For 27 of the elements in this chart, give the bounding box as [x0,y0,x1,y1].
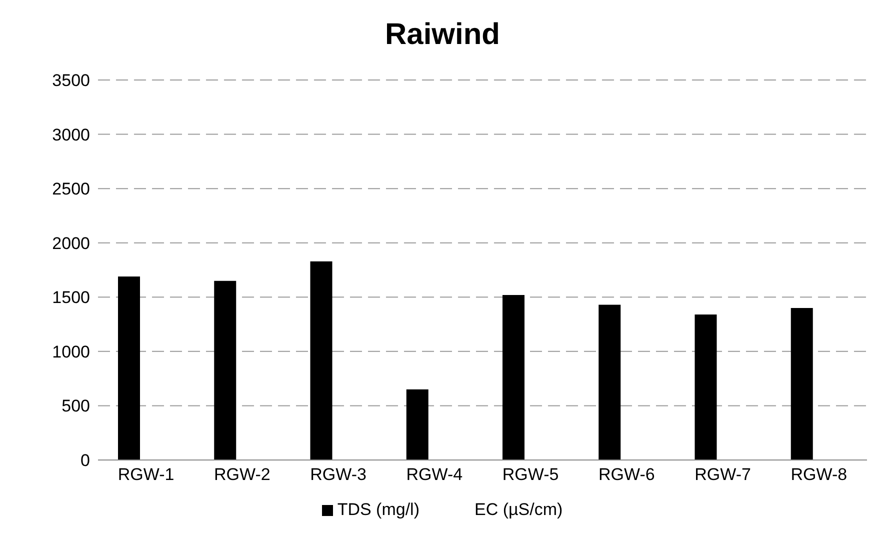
x-tick-label: RGW-6 [598,465,655,484]
bar [310,261,332,460]
y-tick-label: 3000 [52,125,90,144]
y-tick-label: 2000 [52,234,90,253]
text: EC (µS/cm) [474,500,563,520]
y-tick-label: 500 [62,396,90,416]
y-tick-label: 3500 [52,71,90,90]
y-tick-label: 1000 [52,342,90,362]
x-tick-label: RGW-3 [310,465,366,484]
bar [694,314,717,460]
bar [502,294,524,460]
chart-title: Raiwind [384,17,501,53]
x-tick-label: RGW-4 [406,465,463,484]
bar [406,389,428,460]
x-tick-label: RGW-2 [214,465,270,484]
y-tick-label: 1500 [52,288,90,308]
y-tick-label: 0 [80,451,90,470]
bar [790,308,813,460]
x-tick-label: RGW-1 [118,465,174,484]
x-tick-label: RGW-7 [694,465,751,484]
bar [598,304,621,460]
y-tick-label: 2500 [52,180,90,199]
legend-label: TDS (mg/l) [337,500,420,520]
bar [118,276,140,460]
x-tick-label: RGW-8 [790,465,848,484]
x-tick-label: RGW-5 [502,465,559,484]
bar [214,280,236,460]
